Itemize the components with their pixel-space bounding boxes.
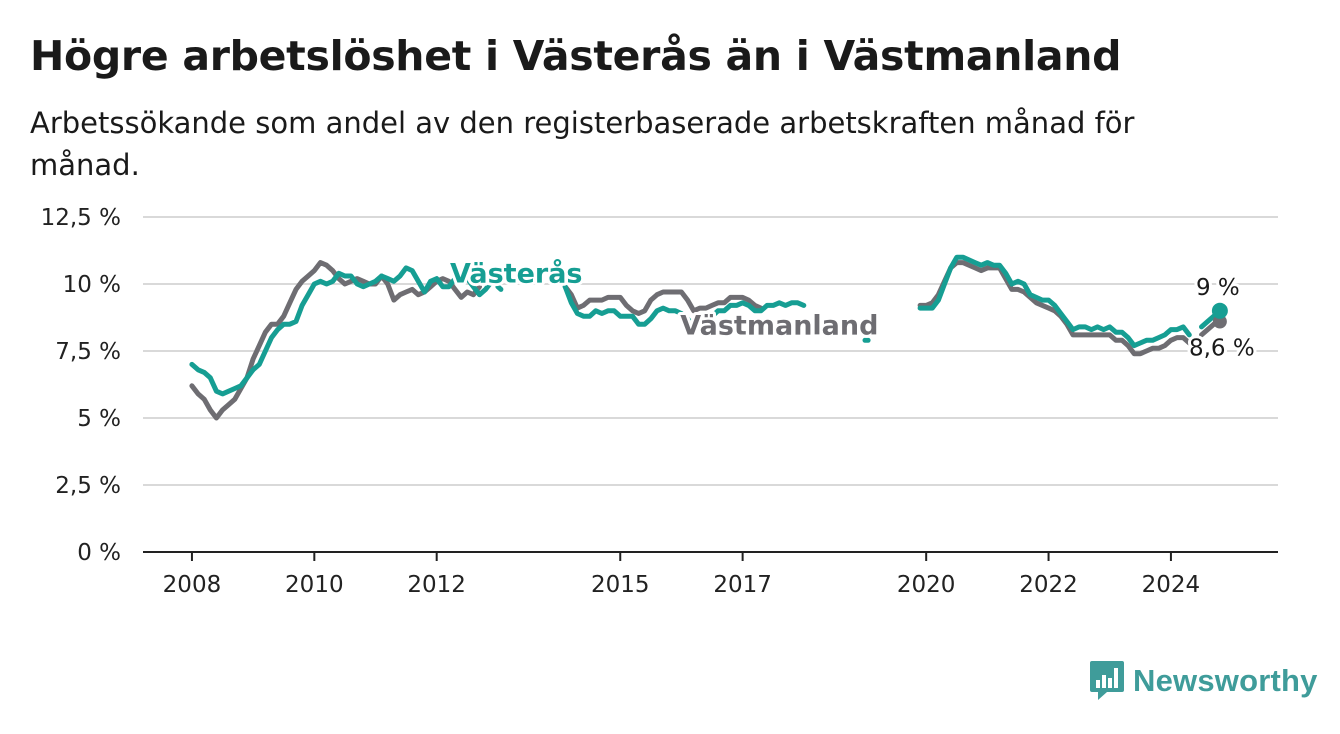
newsworthy-logo: Newsworthy [1089,660,1318,702]
logo-text: Newsworthy [1133,663,1318,698]
x-axis-ticks: 2008 2010 2012 2015 2017 2020 2022 2024 [163,552,1201,598]
x-tick-label: 2020 [897,572,956,598]
series-lines [189,254,1223,421]
series-label-vastmanland: Västmanland [680,311,878,342]
x-tick-label: 2015 [591,572,650,598]
y-tick-label: 0 % [77,540,121,566]
x-tick-label: 2012 [407,572,466,598]
x-tick-label: 2010 [285,572,344,598]
y-tick-label: 7,5 % [55,339,121,365]
x-tick-label: 2017 [713,572,772,598]
series-line-vasteras [189,254,1223,397]
series-label-vasteras: Västerås [450,257,583,289]
chart-title: Högre arbetslöshet i Västerås än i Västm… [30,32,1122,80]
end-label-vastmanland: 8,6 % [1189,336,1255,362]
end-point-vastmanland [1212,314,1227,329]
y-tick-label: 5 % [77,406,121,432]
y-axis-ticks: 0 % 2,5 % 5 % 7,5 % 10 % 12,5 % [41,205,121,566]
y-tick-label: 2,5 % [55,473,121,499]
chart-subtitle: Arbetssökande som andel av den registerb… [30,106,1135,182]
gridlines [143,216,1278,553]
y-tick-label: 12,5 % [41,205,121,231]
y-tick-label: 10 % [63,272,121,298]
newsworthy-chart-icon [1090,661,1124,700]
x-tick-label: 2024 [1142,572,1201,598]
x-tick-label: 2022 [1019,572,1078,598]
series-labels: Västerås Västmanland 9 % 8,6 % [447,254,1258,364]
end-label-vasteras: 9 % [1196,275,1240,301]
x-tick-label: 2008 [163,572,222,598]
end-point-vasteras [1211,302,1228,319]
